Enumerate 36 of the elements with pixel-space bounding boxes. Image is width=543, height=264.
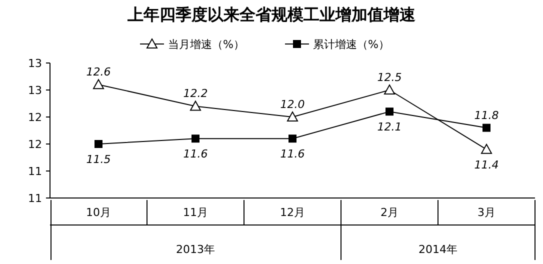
chart-title: 上年四季度以来全省规模工业增加值增速: [126, 5, 416, 24]
y-tick-label: 11: [28, 192, 42, 205]
point: [94, 140, 102, 148]
data-label: 12.0: [280, 98, 305, 111]
y-tick-label: 12: [28, 111, 42, 124]
data-label: 12.5: [377, 71, 402, 84]
point: [384, 84, 395, 94]
point: [287, 112, 298, 122]
data-label: 11.6: [280, 148, 305, 161]
text: 2013年: [176, 243, 215, 256]
point: [481, 144, 492, 154]
y-tick-label: 12: [28, 138, 42, 151]
x-tick-label: 10月: [86, 206, 111, 219]
legend-label: 累计增速（%）: [313, 38, 390, 51]
data-label: 11.4: [474, 158, 499, 172]
legend-label: 当月增速（%）: [168, 38, 244, 51]
data-label: 11.6: [183, 148, 208, 161]
y-tick-label: 13: [28, 84, 42, 97]
data-label: 11.8: [474, 108, 499, 122]
data-label: 12.1: [377, 120, 402, 134]
point: [288, 134, 296, 143]
data-label: 11.5: [86, 153, 111, 166]
point: [192, 134, 200, 143]
data-label: 12.2: [183, 87, 208, 100]
point: [482, 124, 490, 132]
y-tick-label: 13: [28, 57, 42, 70]
point: [93, 79, 104, 90]
y-tick-label: 11: [28, 165, 42, 178]
point: [190, 100, 201, 111]
x-tick-label: 12月: [280, 206, 305, 219]
x-tick-label: 11月: [183, 206, 208, 219]
x-tick-label: 2月: [380, 206, 398, 219]
data-label: 12.6: [86, 66, 111, 79]
point: [386, 108, 394, 116]
text: 2014年: [418, 243, 458, 256]
x-tick-label: 3月: [478, 206, 496, 219]
